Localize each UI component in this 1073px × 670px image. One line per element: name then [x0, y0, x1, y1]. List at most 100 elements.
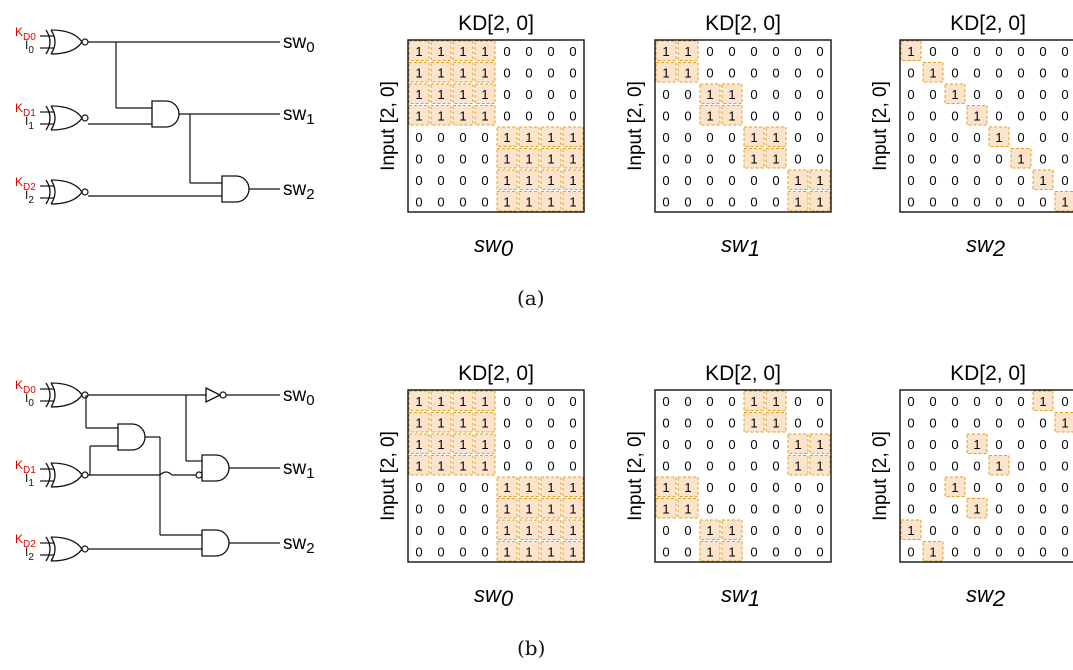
matrix-cell: 0	[995, 65, 1002, 80]
matrix-cell: 0	[569, 394, 576, 409]
matrix-cell: 0	[459, 194, 466, 209]
xnor-bubble	[81, 471, 89, 479]
matrix-cell: 0	[1017, 437, 1024, 452]
highlight-cell	[743, 412, 765, 433]
highlight-cell	[655, 62, 677, 83]
matrix-cell: 0	[481, 194, 488, 209]
matrix-cell: 0	[684, 151, 691, 166]
matrix-b-sw0: 1 1 1 1 0 0 0 01 1 1 1 0 0 0 01 1 1 1 0 0 0 01 1 1 1 0 0 0 00 0 0 0 1 1 1 1…	[378, 362, 585, 611]
highlight-cell	[721, 541, 743, 562]
matrix-cell: 0	[1017, 415, 1024, 430]
matrix-xlabel: sw0	[474, 582, 514, 611]
and-body	[221, 175, 250, 203]
matrix-cell: 0	[929, 437, 936, 452]
matrix-cell: 0	[728, 151, 735, 166]
matrix-cell: 1	[459, 394, 466, 409]
matrix-cell: 0	[995, 394, 1002, 409]
highlight-cell	[474, 105, 496, 126]
matrix-cell: 0	[437, 130, 444, 145]
highlight-cell	[1054, 191, 1073, 212]
matrix-cell: 0	[459, 544, 466, 559]
matrix-cell: 1	[907, 523, 914, 538]
input-label-2: I2	[25, 545, 34, 563]
matrix-ylabel: Input [2, 0]	[870, 81, 891, 171]
matrix-title: KD[2, 0]	[458, 362, 534, 385]
matrix-cell: 0	[706, 394, 713, 409]
matrix-cell: 1	[750, 130, 757, 145]
matrix-cell: 0	[816, 44, 823, 59]
matrix-cell: 1	[481, 394, 488, 409]
matrix-cell: 0	[951, 130, 958, 145]
matrix-cell: 0	[995, 544, 1002, 559]
highlight-cell	[699, 83, 721, 104]
matrix-cell: 0	[684, 415, 691, 430]
matrix-cell: 0	[706, 130, 713, 145]
and-gate-1	[151, 100, 180, 128]
highlight-cell	[496, 498, 518, 519]
matrix-cell: 0	[794, 151, 801, 166]
matrix-b-sw1: 0 0 0 0 1 1 0 00 0 0 0 1 1 0 00 0 0 0 0 0 1 10 0 0 0 0 0 1 11 1 0 0 0 0 0 0…	[625, 362, 832, 611]
matrix-cell: 0	[794, 544, 801, 559]
highlight-cell	[452, 455, 474, 476]
matrix-cell: 1	[706, 87, 713, 102]
matrix-cell: 0	[929, 523, 936, 538]
highlight-cell	[966, 498, 988, 519]
matrix-cell: 1	[415, 394, 422, 409]
matrix-cell: 1	[684, 44, 691, 59]
matrix-cell: 0	[415, 194, 422, 209]
matrix-cell: 1	[503, 480, 510, 495]
matrix-cell: 0	[1039, 65, 1046, 80]
matrix-cell: 0	[973, 523, 980, 538]
and-gate-2	[201, 529, 230, 557]
matrix-cell: 0	[951, 65, 958, 80]
matrix-cell: 0	[1061, 65, 1068, 80]
matrix-cell: 0	[728, 65, 735, 80]
matrix-cell: 0	[1039, 480, 1046, 495]
and-body	[117, 423, 146, 451]
matrix-cell: 1	[481, 65, 488, 80]
highlight-cell	[452, 412, 474, 433]
matrix-cell: 1	[772, 151, 779, 166]
matrix-cell: 0	[503, 415, 510, 430]
matrix-cell: 0	[995, 108, 1002, 123]
matrix-cell: 1	[951, 87, 958, 102]
matrix-cell: 0	[662, 523, 669, 538]
matrix-cell: 0	[415, 501, 422, 516]
highlight-cell	[540, 126, 562, 147]
matrix-cell: 1	[750, 394, 757, 409]
and-body	[151, 100, 180, 128]
input-label-0: I0	[25, 38, 34, 56]
matrix-cell: 0	[907, 437, 914, 452]
matrix-cell: 0	[929, 108, 936, 123]
matrix-cell: 1	[525, 544, 532, 559]
key-label-1: KD1	[15, 101, 36, 119]
matrix-cell: 0	[750, 87, 757, 102]
matrix-cell: 0	[1017, 480, 1024, 495]
matrix-cell: 0	[794, 523, 801, 538]
matrix-cell: 1	[503, 544, 510, 559]
matrix-cell: 1	[547, 151, 554, 166]
highlight-cell	[408, 412, 430, 433]
matrix-cell: 0	[929, 415, 936, 430]
matrix-cell: 1	[525, 173, 532, 188]
matrix-cell: 0	[684, 523, 691, 538]
matrix-cell: 0	[1017, 194, 1024, 209]
matrix-cell: 0	[951, 394, 958, 409]
matrix-cell: 1	[569, 130, 576, 145]
matrix-cell: 0	[750, 173, 757, 188]
matrix-cell: 0	[503, 458, 510, 473]
matrix-cell: 0	[995, 151, 1002, 166]
matrix-cell: 0	[973, 87, 980, 102]
matrix-cell: 1	[706, 544, 713, 559]
xnor-gate-2	[40, 536, 89, 562]
matrix-cell: 0	[995, 87, 1002, 102]
matrix-cell: 0	[907, 130, 914, 145]
matrix-cell: 0	[459, 523, 466, 538]
matrix-cell: 1	[772, 394, 779, 409]
matrix-cell: 1	[525, 151, 532, 166]
xnor-bubble	[81, 391, 89, 399]
highlight-cell	[518, 476, 540, 497]
matrix-cell: 0	[907, 544, 914, 559]
output-label-sw2: sw2	[283, 533, 315, 557]
